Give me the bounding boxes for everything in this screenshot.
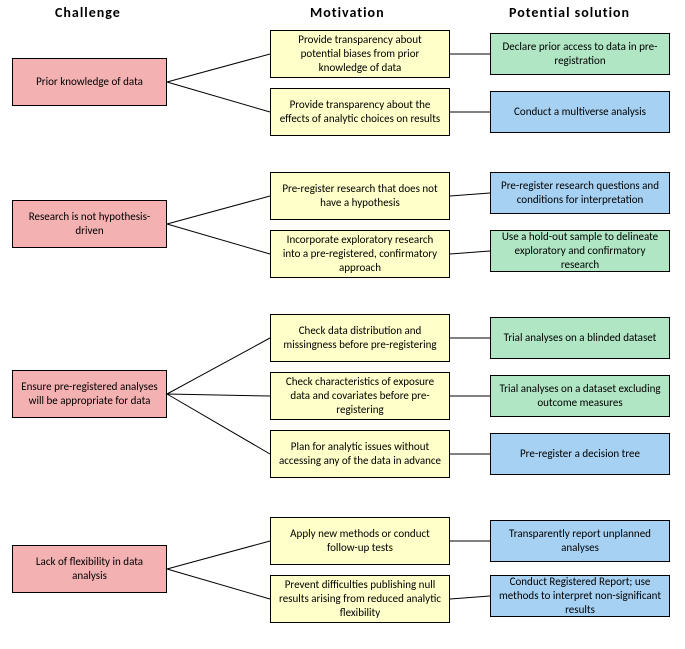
challenge-box: Prior knowledge of data xyxy=(12,58,167,106)
motivation-box: Check data distribution and missingness … xyxy=(270,314,450,362)
motivation-box: Incorporate exploratory research into a … xyxy=(270,230,450,278)
motivation-box: Plan for analytic issues without accessi… xyxy=(270,430,450,478)
solution-box: Pre-register a decision tree xyxy=(490,433,670,475)
solution-box: Declare prior access to data in pre-regi… xyxy=(490,33,670,75)
solution-box: Transparently report unplanned analyses xyxy=(490,520,670,562)
motivation-box: Provide transparency about potential bia… xyxy=(270,30,450,78)
challenge-box: Research is not hypothesis-driven xyxy=(12,200,167,248)
motivation-box: Check characteristics of exposure data a… xyxy=(270,372,450,420)
motivation-box: Prevent difficulties publishing null res… xyxy=(270,575,450,623)
column-header-challenge: Challenge xyxy=(55,4,121,21)
solution-box: Pre-register research questions and cond… xyxy=(490,172,670,214)
solution-box: Trial analyses on a blinded dataset xyxy=(490,317,670,359)
column-header-solution: Potential solution xyxy=(509,4,630,21)
challenge-box: Lack of flexibility in data analysis xyxy=(12,545,167,593)
motivation-box: Pre-register research that does not have… xyxy=(270,172,450,220)
challenge-box: Ensure pre-registered analyses will be a… xyxy=(12,370,167,418)
column-header-motivation: Motivation xyxy=(310,4,385,21)
motivation-box: Apply new methods or conduct follow-up t… xyxy=(270,517,450,565)
solution-box: Conduct a multiverse analysis xyxy=(490,91,670,133)
solution-box: Conduct Registered Report; use methods t… xyxy=(490,575,670,617)
solution-box: Use a hold-out sample to delineate explo… xyxy=(490,230,670,272)
motivation-box: Provide transparency about the effects o… xyxy=(270,88,450,136)
solution-box: Trial analyses on a dataset excluding ou… xyxy=(490,375,670,417)
